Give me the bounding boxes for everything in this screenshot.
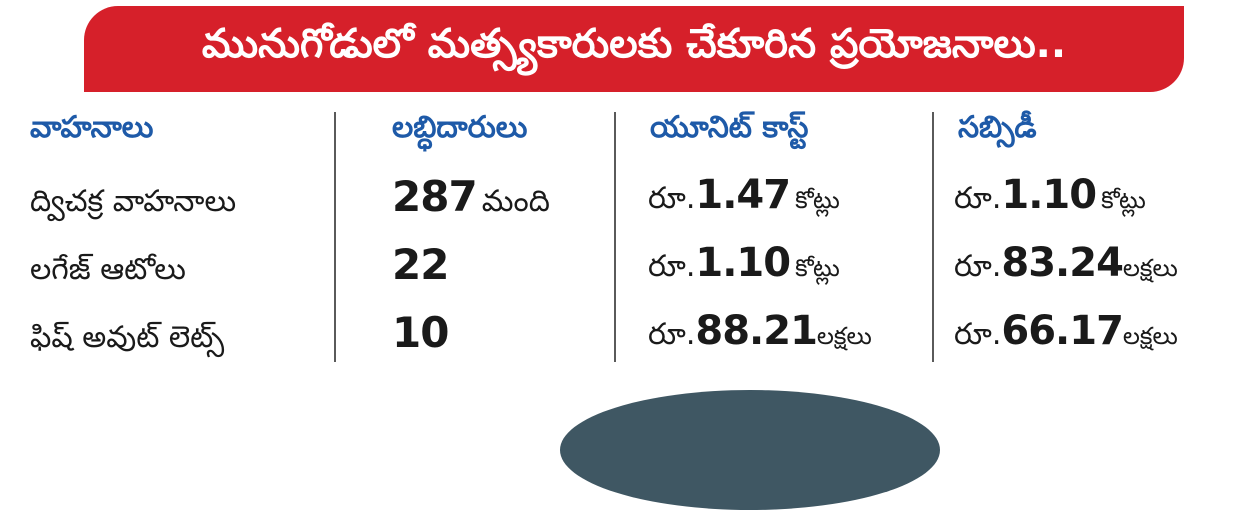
unit-cost-value: 1.47: [695, 172, 791, 218]
subsidy-value: 1.10: [1001, 172, 1097, 218]
unit-cost-cell: రూ.88.21లక్షలు: [648, 308, 872, 359]
currency-prefix: రూ.: [954, 249, 1002, 284]
beneficiaries-cell: 287 మంది: [392, 172, 550, 226]
unit-cost-cell: రూ.1.10 కోట్లు: [648, 240, 840, 291]
subsidy-unit: కోట్లు: [1101, 186, 1146, 214]
unit-cost-value: 88.21: [695, 308, 818, 354]
decorative-arc: [560, 390, 940, 510]
beneficiaries-count: 22: [392, 240, 449, 289]
beneficiaries-count: 287: [392, 172, 478, 221]
column-divider: [334, 112, 336, 362]
subsidy-unit: లక్షలు: [1122, 322, 1178, 350]
beneficiaries-cell: 22: [392, 240, 449, 289]
column-header-beneficiaries: లబ్ధిదారులు: [392, 110, 528, 145]
unit-cost-unit: కోట్లు: [795, 254, 840, 282]
subsidy-value: 83.24: [1001, 240, 1124, 286]
vehicle-name: లగేజ్ ఆటోలు: [30, 252, 186, 287]
beneficiaries-unit: మంది: [481, 184, 550, 219]
beneficiaries-cell: 10: [392, 308, 449, 357]
title-banner: మునుగోడులో మత్స్యకారులకు చేకూరిన ప్రయోజన…: [84, 6, 1184, 92]
subsidy-cell: రూ.66.17లక్షలు: [954, 308, 1178, 359]
column-header-subsidy: సబ్సిడీ: [958, 110, 1037, 145]
subsidy-cell: రూ.1.10 కోట్లు: [954, 172, 1146, 223]
vehicle-name: ద్విచక్ర వాహనాలు: [30, 184, 237, 219]
currency-prefix: రూ.: [648, 181, 696, 216]
unit-cost-value: 1.10: [695, 240, 791, 286]
subsidy-unit: లక్షలు: [1122, 254, 1178, 282]
column-header-vehicles: వాహనాలు: [30, 110, 154, 145]
subsidy-value: 66.17: [1001, 308, 1124, 354]
currency-prefix: రూ.: [648, 317, 696, 352]
unit-cost-unit: కోట్లు: [795, 186, 840, 214]
unit-cost-cell: రూ.1.47 కోట్లు: [648, 172, 840, 223]
currency-prefix: రూ.: [954, 317, 1002, 352]
benefits-table: వాహనాలు లబ్ధిదారులు యూనిట్ కాస్ట్ సబ్సిడ…: [0, 104, 1252, 366]
subsidy-cell: రూ.83.24లక్షలు: [954, 240, 1178, 291]
beneficiaries-count: 10: [392, 308, 449, 357]
currency-prefix: రూ.: [648, 249, 696, 284]
vehicle-name: ఫిష్ అవుట్ లెట్స్: [30, 320, 225, 355]
currency-prefix: రూ.: [954, 181, 1002, 216]
page-title: మునుగోడులో మత్స్యకారులకు చేకూరిన ప్రయోజన…: [201, 21, 1067, 67]
column-header-unit-cost: యూనిట్ కాస్ట్: [650, 110, 809, 145]
unit-cost-unit: లక్షలు: [816, 322, 872, 350]
column-divider: [932, 112, 934, 362]
column-divider: [614, 112, 616, 362]
